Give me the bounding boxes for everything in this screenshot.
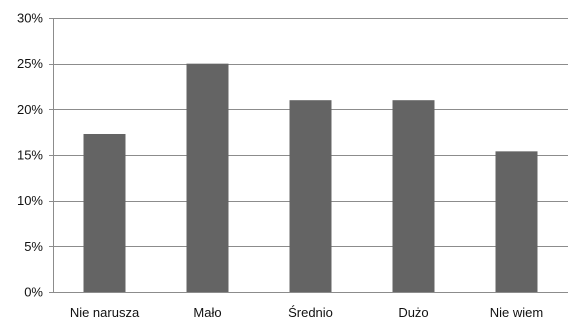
bars <box>83 63 538 292</box>
x-tick-label: Nie wiem <box>490 305 543 320</box>
y-tick-label: 0% <box>24 285 43 300</box>
bar-1 <box>83 133 126 292</box>
bar-4 <box>392 100 435 292</box>
axes <box>49 18 568 293</box>
y-tick-label: 25% <box>17 56 43 71</box>
y-tick-label: 5% <box>24 239 43 254</box>
y-tick-label: 15% <box>17 148 43 163</box>
y-tick-label: 20% <box>17 102 43 117</box>
y-tick-labels: 0% 5% 10% 15% 20% 25% 30% <box>17 11 43 300</box>
x-tick-labels: Nie narusza Mało Średnio Dużo Nie wiem <box>70 305 543 320</box>
bar-5 <box>495 151 538 292</box>
y-tick-label: 30% <box>17 11 43 26</box>
x-tick-label: Nie narusza <box>70 305 140 320</box>
x-tick-label: Dużo <box>398 305 428 320</box>
x-tick-label: Średnio <box>288 305 333 320</box>
y-tick-label: 10% <box>17 193 43 208</box>
bar-3 <box>289 100 332 292</box>
x-tick-label: Mało <box>193 305 221 320</box>
bar-2 <box>186 63 229 292</box>
